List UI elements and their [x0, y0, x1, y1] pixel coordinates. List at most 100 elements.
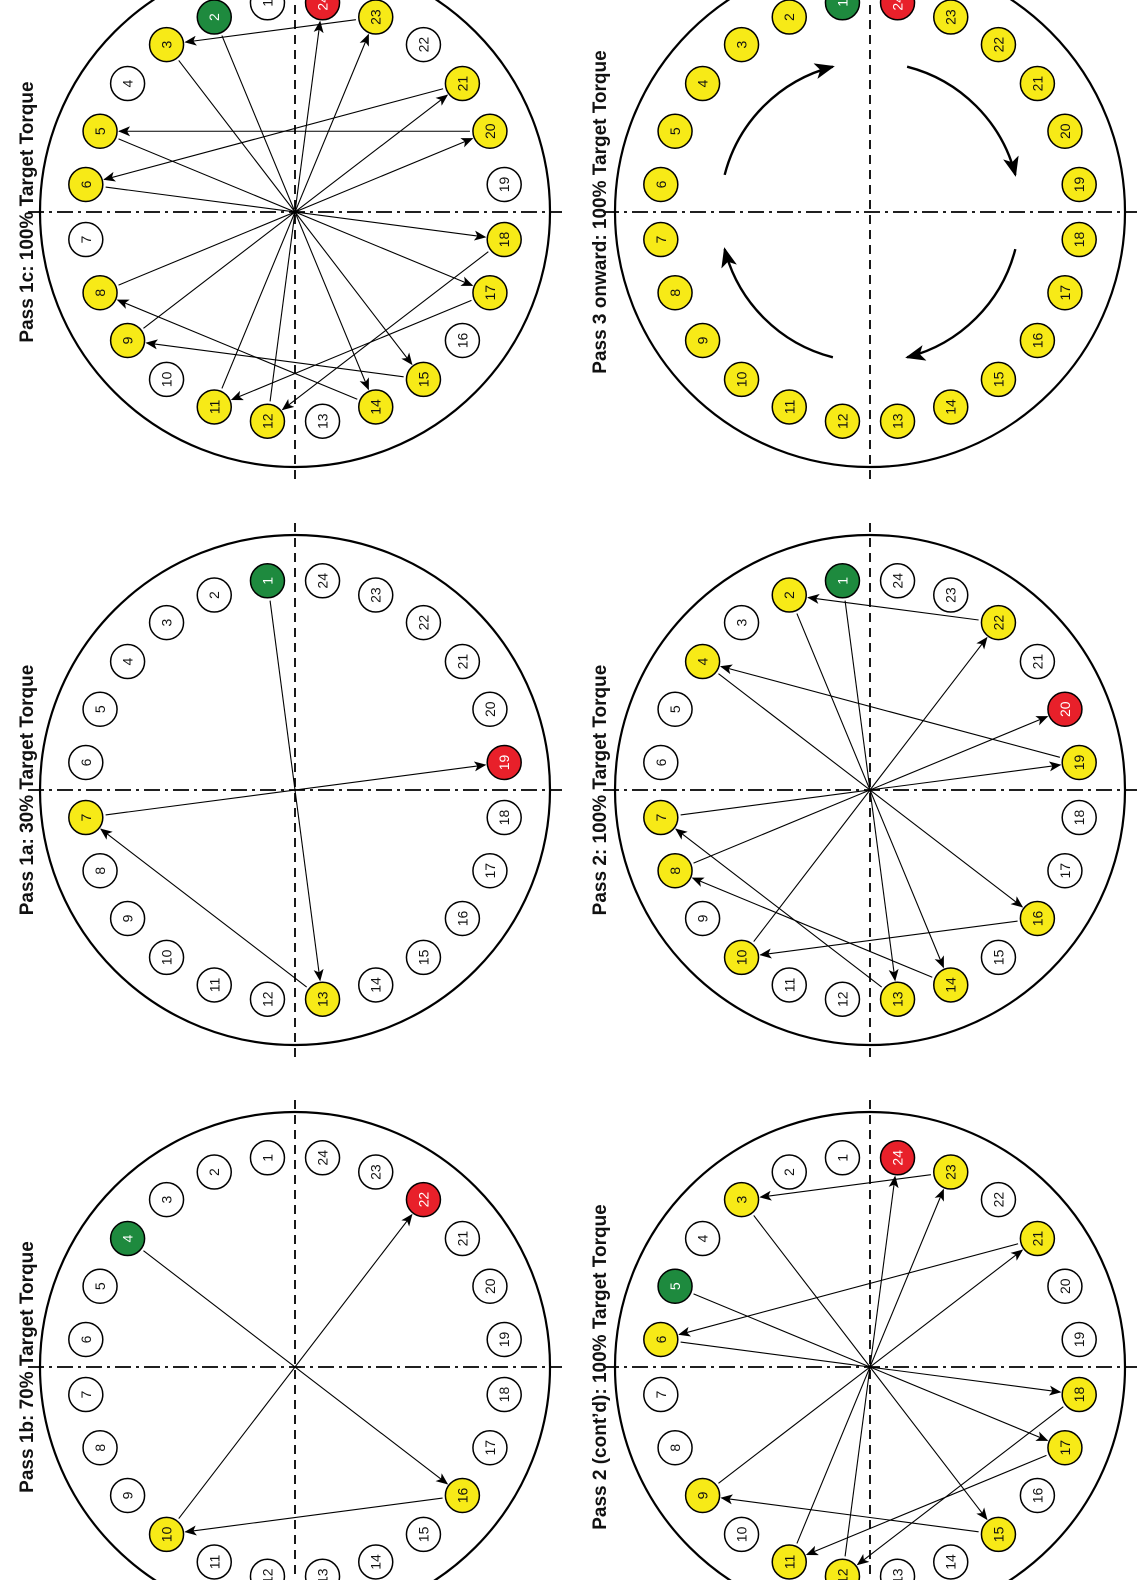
bolt-14: 14 — [932, 1544, 969, 1580]
bolt-circle — [824, 563, 861, 599]
panel-title: Pass 1c: 100% Target Torque — [17, 81, 38, 342]
rotation-arrow — [723, 63, 835, 176]
bolt-circle — [486, 221, 522, 258]
bolt-10: 10 — [148, 939, 185, 976]
bolt-17: 17 — [1047, 852, 1083, 889]
bolt-circle — [657, 852, 693, 889]
bolt-number: 9 — [695, 1491, 711, 1499]
bolt-16: 16 — [444, 1477, 481, 1514]
sequence-arrow — [693, 716, 1049, 864]
bolt-circle — [879, 563, 916, 599]
bolt-circle — [932, 389, 969, 425]
bolt-13: 13 — [304, 403, 341, 439]
bolt-circle — [932, 967, 969, 1003]
bolt-circle — [643, 166, 679, 203]
bolt-number: 22 — [415, 37, 431, 53]
bolt-circle — [357, 1544, 394, 1580]
bolt-number: 19 — [496, 1331, 512, 1347]
bolt-circle — [824, 403, 861, 439]
bolt-1: 1 — [824, 0, 861, 21]
bolt-circle — [196, 389, 233, 425]
sequence-arrow — [178, 1213, 413, 1519]
bolt-12: 12 — [824, 981, 861, 1017]
bolt-circle — [196, 577, 233, 613]
bolt-circle — [249, 563, 286, 599]
bolt-number: 18 — [1071, 232, 1087, 248]
bolt-16: 16 — [444, 900, 481, 937]
bolt-number: 22 — [990, 37, 1006, 53]
bolt-circle — [357, 389, 394, 425]
bolt-5: 5 — [657, 113, 693, 150]
bolt-number: 19 — [496, 754, 512, 770]
bolt-number: 11 — [206, 977, 222, 992]
bolt-number: 7 — [78, 813, 94, 821]
bolt-circle — [932, 577, 969, 613]
bolt-circle — [82, 1268, 118, 1305]
bolt-number: 21 — [454, 76, 470, 92]
bolt-number: 2 — [206, 591, 222, 599]
bolt-number: 18 — [496, 1387, 512, 1403]
bolt-circle — [1047, 113, 1083, 150]
bolt-circle — [405, 26, 442, 63]
bolt-number: 22 — [415, 615, 431, 631]
bolt-circle — [109, 65, 146, 102]
sequence-arrow — [844, 1175, 899, 1557]
bolt-circle — [357, 967, 394, 1003]
bolt-4: 4 — [684, 1220, 721, 1257]
bolt-circle — [980, 604, 1017, 641]
bolt-circle — [879, 1558, 916, 1580]
bolt-16: 16 — [444, 322, 481, 359]
bolt-5: 5 — [657, 691, 693, 728]
bolt-7: 7 — [68, 221, 104, 258]
bolt-circle — [684, 322, 721, 359]
bolt-8: 8 — [657, 1429, 693, 1466]
bolt-circle — [1061, 1376, 1097, 1413]
bolt-number: 2 — [206, 13, 222, 21]
bolt-13: 13 — [879, 1558, 916, 1580]
bolt-19: 19 — [486, 744, 522, 781]
bolt-circle — [472, 113, 508, 150]
bolt-16: 16 — [1019, 322, 1056, 359]
bolt-number: 21 — [1029, 76, 1045, 92]
bolt-7: 7 — [68, 1376, 104, 1413]
sequence-arrow — [807, 594, 979, 621]
sequence-arrow — [719, 664, 1061, 758]
bolt-circle — [82, 1429, 118, 1466]
bolt-number: 10 — [734, 371, 750, 387]
bolt-5: 5 — [82, 113, 118, 150]
bolt-number: 20 — [1057, 701, 1073, 717]
bolt-number: 4 — [695, 1234, 711, 1242]
bolt-circle — [196, 1544, 233, 1580]
bolt-circle — [1061, 1321, 1097, 1358]
bolt-circle — [1019, 1220, 1056, 1257]
bolt-circle — [109, 1477, 146, 1514]
bolt-number: 22 — [990, 1192, 1006, 1208]
bolt-13: 13 — [304, 981, 341, 1017]
sequence-arrow — [678, 1243, 1019, 1337]
bolt-number: 19 — [496, 176, 512, 192]
bolt-15: 15 — [980, 939, 1017, 976]
bolt-12: 12 — [249, 403, 286, 439]
bolt-number: 5 — [667, 127, 683, 135]
bolt-7: 7 — [643, 1376, 679, 1413]
bolt-circle — [109, 322, 146, 359]
bolt-6: 6 — [68, 744, 104, 781]
bolt-number: 20 — [482, 123, 498, 139]
bolt-number: 24 — [890, 573, 906, 589]
bolt-number: 20 — [482, 1278, 498, 1294]
bolt-circle — [1019, 643, 1056, 680]
bolt-number: 13 — [890, 991, 906, 1007]
bolt-18: 18 — [1061, 1376, 1097, 1413]
bolt-1: 1 — [249, 563, 286, 599]
bolt-number: 1 — [834, 577, 850, 585]
bolt-12: 12 — [249, 1558, 286, 1580]
sequence-arrow — [691, 877, 933, 978]
bolt-number: 17 — [482, 863, 498, 879]
bolt-6: 6 — [68, 1321, 104, 1358]
bolt-number: 7 — [78, 235, 94, 243]
bolt-circle — [684, 643, 721, 680]
bolt-circle — [304, 1140, 341, 1176]
bolt-circle — [657, 1268, 693, 1305]
bolt-number: 8 — [667, 289, 683, 297]
